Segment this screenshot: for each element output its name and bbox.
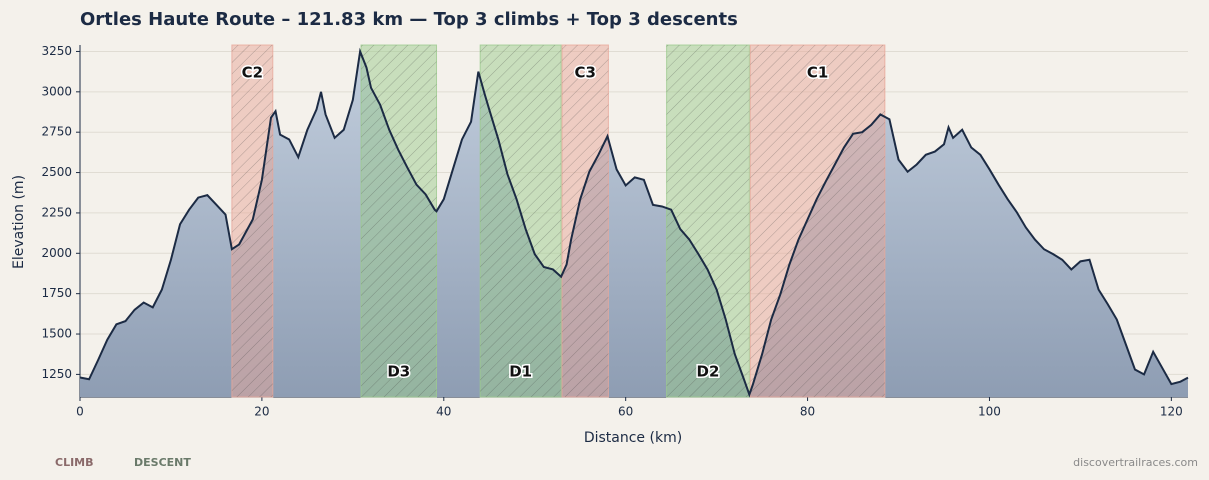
y-tick-label: 1500	[41, 327, 72, 341]
x-tick-label: 120	[1160, 405, 1183, 419]
segment-hatch	[666, 45, 750, 397]
segment-hatch	[562, 45, 609, 397]
y-tick-label: 1750	[41, 286, 72, 300]
segment-label: D3	[387, 363, 410, 381]
x-tick-label: 100	[978, 405, 1001, 419]
segment-label: C1	[807, 64, 828, 82]
legend-entry: DESCENT	[134, 456, 191, 469]
y-tick-label: 1250	[41, 367, 72, 381]
segment-hatch	[750, 45, 885, 397]
y-tick-label: 2750	[41, 125, 72, 139]
elevation-area	[80, 51, 1188, 398]
source: discovertrailraces.com	[1073, 456, 1198, 469]
segment-label: D1	[509, 363, 532, 381]
y-tick-label: 2250	[41, 205, 72, 219]
elevation-line	[79, 47, 1189, 398]
x-tick-label: 80	[800, 405, 815, 419]
chart-title: Ortles Haute Route – 121.83 km — Top 3 c…	[80, 9, 738, 30]
segment-label: D2	[697, 363, 720, 381]
y-tick-label: 3000	[41, 84, 72, 98]
x-tick-label: 20	[254, 405, 269, 419]
x-tick-label: 0	[76, 405, 84, 419]
y-tick-label: 3250	[41, 44, 72, 58]
x-tick-label: 60	[618, 405, 633, 419]
y-tick-label: 2000	[41, 246, 72, 260]
segment-label: C2	[242, 64, 263, 82]
segment-label: C3	[574, 64, 595, 82]
y-axis-label: Elevation (m)	[11, 175, 27, 269]
x-axis-label: Distance (km)	[584, 430, 682, 446]
segment-hatch	[361, 45, 437, 397]
segment-hatch	[480, 45, 562, 397]
x-tick-label: 40	[436, 405, 451, 419]
y-tick-label: 2500	[41, 165, 72, 179]
legend-entry: CLIMB	[55, 456, 94, 469]
